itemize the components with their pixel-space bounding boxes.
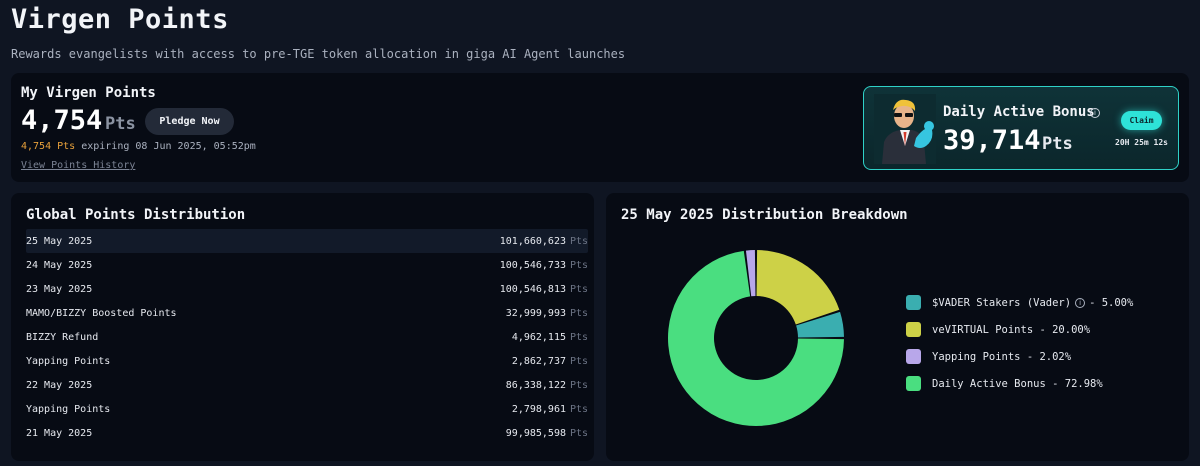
- row-label: BIZZY Refund: [26, 331, 99, 343]
- view-points-history-link[interactable]: View Points History: [21, 160, 136, 171]
- expiring-date: expiring 08 Jun 2025, 05:52pm: [75, 141, 256, 152]
- row-unit: Pts: [569, 307, 588, 319]
- daily-bonus-unit: Pts: [1042, 134, 1073, 154]
- row-value: 99,985,598: [505, 427, 566, 439]
- row-value: 101,660,623: [499, 235, 566, 247]
- list-item[interactable]: 24 May 2025 100,546,733 Pts: [26, 253, 588, 277]
- row-value: 2,798,961: [511, 403, 566, 415]
- row-unit: Pts: [569, 259, 588, 271]
- my-points-unit: Pts: [105, 114, 136, 134]
- donut-slice-vader-stakers-vader[interactable]: [796, 311, 844, 338]
- row-value: 4,962,115: [511, 331, 566, 343]
- legend-item-yapping: Yapping Points - 2.02%: [906, 343, 1133, 370]
- daily-active-bonus-card: Daily Active Bonus i 39,714 Pts Claim 20…: [863, 86, 1179, 170]
- row-label: 25 May 2025: [26, 235, 93, 247]
- list-item[interactable]: 22 May 2025 86,338,122 Pts: [26, 373, 588, 397]
- list-item[interactable]: MAMO/BIZZY Boosted Points 32,999,993 Pts: [26, 301, 588, 325]
- legend-swatch: [906, 349, 921, 364]
- row-unit: Pts: [569, 427, 588, 439]
- row-unit: Pts: [569, 283, 588, 295]
- row-unit: Pts: [569, 403, 588, 415]
- legend-label: Yapping Points - 2.02%: [932, 350, 1072, 363]
- row-label: 21 May 2025: [26, 427, 93, 439]
- page-subtitle: Rewards evangelists with access to pre-T…: [11, 47, 626, 61]
- row-label: 24 May 2025: [26, 259, 93, 271]
- claim-countdown: 20H 25m 12s: [1115, 138, 1168, 147]
- row-label: Yapping Points: [26, 403, 111, 415]
- row-value: 86,338,122: [505, 379, 566, 391]
- row-value: 2,862,737: [511, 355, 566, 367]
- global-distribution-title: Global Points Distribution: [26, 207, 246, 223]
- row-label: Yapping Points: [26, 355, 111, 367]
- donut-slice-daily-active-bonus[interactable]: [668, 250, 844, 426]
- global-points-distribution-card: Global Points Distribution 25 May 2025 10…: [11, 193, 594, 461]
- list-item[interactable]: 23 May 2025 100,546,813 Pts: [26, 277, 588, 301]
- row-unit: Pts: [569, 235, 588, 247]
- claim-button[interactable]: Claim: [1121, 111, 1162, 130]
- legend-label: veVIRTUAL Points - 20.00%: [932, 323, 1091, 336]
- list-item[interactable]: Yapping Points 2,862,737 Pts: [26, 349, 588, 373]
- distribution-list: 25 May 2025 101,660,623 Pts 24 May 2025 100…: [26, 229, 588, 445]
- list-item[interactable]: BIZZY Refund 4,962,115 Pts: [26, 325, 588, 349]
- info-icon[interactable]: i: [1090, 108, 1100, 118]
- legend-swatch: [906, 322, 921, 337]
- daily-active-bonus-title: Daily Active Bonus: [943, 104, 1095, 120]
- row-label: 22 May 2025: [26, 379, 93, 391]
- chart-legend: $VADER Stakers (Vader) i - 5.00% veVIRTU…: [906, 289, 1133, 397]
- distribution-breakdown-card: 25 May 2025 Distribution Breakdown $VADE…: [606, 193, 1189, 461]
- legend-item-vader: $VADER Stakers (Vader) i - 5.00%: [906, 289, 1133, 316]
- page-title: Virgen Points: [11, 4, 229, 35]
- donut-slice-vevirtual-points[interactable]: [756, 250, 840, 325]
- muscle-man-avatar-icon: [874, 94, 936, 164]
- legend-swatch: [906, 376, 921, 391]
- expiry-text: 4,754 Pts expiring 08 Jun 2025, 05:52pm: [21, 141, 256, 152]
- row-label: 23 May 2025: [26, 283, 93, 295]
- my-points-value: 4,754: [21, 105, 103, 136]
- legend-label: Daily Active Bonus - 72.98%: [932, 377, 1103, 390]
- breakdown-title: 25 May 2025 Distribution Breakdown: [621, 207, 908, 223]
- row-value: 32,999,993: [505, 307, 566, 319]
- list-item[interactable]: 25 May 2025 101,660,623 Pts: [26, 229, 588, 253]
- row-unit: Pts: [569, 379, 588, 391]
- legend-item-daily-bonus: Daily Active Bonus - 72.98%: [906, 370, 1133, 397]
- row-unit: Pts: [569, 355, 588, 367]
- daily-bonus-value: 39,714: [943, 125, 1041, 156]
- row-value: 100,546,733: [499, 259, 566, 271]
- pledge-now-button[interactable]: Pledge Now: [145, 108, 234, 135]
- legend-item-vevirtual: veVIRTUAL Points - 20.00%: [906, 316, 1133, 343]
- row-unit: Pts: [569, 331, 588, 343]
- donut-slice-yapping-points[interactable]: [745, 250, 756, 297]
- distribution-donut-chart: [668, 250, 844, 426]
- legend-label: $VADER Stakers (Vader): [932, 296, 1072, 309]
- row-label: MAMO/BIZZY Boosted Points: [26, 307, 177, 319]
- legend-swatch: [906, 295, 921, 310]
- expiring-amount: 4,754 Pts: [21, 141, 76, 152]
- row-value: 100,546,813: [499, 283, 566, 295]
- my-points-title: My Virgen Points: [21, 85, 156, 101]
- legend-percent: - 5.00%: [1089, 296, 1134, 309]
- list-item[interactable]: 21 May 2025 99,985,598 Pts: [26, 421, 588, 445]
- info-icon[interactable]: i: [1075, 297, 1086, 308]
- my-points-card: My Virgen Points 4,754 Pts Pledge Now 4,…: [11, 73, 1189, 182]
- list-item[interactable]: Yapping Points 2,798,961 Pts: [26, 397, 588, 421]
